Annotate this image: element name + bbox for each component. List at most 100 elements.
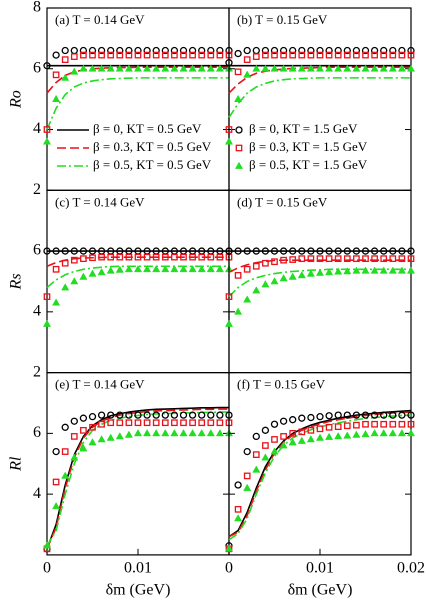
marker bbox=[398, 420, 406, 428]
marker bbox=[307, 255, 315, 263]
series-line bbox=[46, 411, 229, 547]
marker bbox=[380, 247, 388, 255]
marker bbox=[352, 64, 361, 72]
marker bbox=[397, 429, 406, 437]
marker bbox=[106, 433, 115, 441]
marker bbox=[79, 46, 88, 55]
marker bbox=[361, 266, 370, 274]
marker bbox=[371, 51, 378, 59]
marker bbox=[198, 46, 206, 55]
marker bbox=[70, 277, 79, 285]
marker bbox=[97, 46, 106, 55]
marker bbox=[234, 307, 243, 315]
marker bbox=[106, 64, 115, 72]
marker bbox=[234, 481, 242, 489]
marker bbox=[79, 444, 88, 452]
y-tick-label: 6 bbox=[33, 242, 41, 259]
series-line bbox=[228, 77, 411, 118]
marker bbox=[279, 247, 288, 255]
marker bbox=[207, 51, 215, 59]
marker bbox=[389, 247, 397, 255]
y-axis-label: Rl bbox=[8, 456, 25, 472]
x-axis-label: δm (GeV) bbox=[288, 582, 353, 599]
legend-swatch bbox=[234, 161, 244, 169]
marker bbox=[224, 319, 234, 327]
marker bbox=[70, 433, 78, 440]
marker bbox=[397, 266, 406, 274]
marker bbox=[334, 46, 342, 55]
marker bbox=[325, 46, 333, 55]
marker bbox=[270, 247, 279, 255]
marker bbox=[52, 298, 61, 306]
marker bbox=[216, 419, 224, 427]
panel-label: (b) T = 0.15 GeV bbox=[237, 12, 328, 27]
marker bbox=[398, 46, 406, 55]
marker bbox=[61, 73, 70, 81]
marker bbox=[124, 264, 133, 273]
marker bbox=[407, 411, 415, 419]
marker bbox=[261, 280, 270, 288]
series-line bbox=[46, 408, 229, 550]
panel-label: (a) T = 0.14 GeV bbox=[55, 12, 145, 27]
panel-frame bbox=[228, 189, 412, 374]
marker bbox=[89, 51, 96, 59]
marker bbox=[215, 264, 224, 273]
marker bbox=[352, 247, 361, 255]
marker bbox=[180, 253, 187, 261]
marker bbox=[52, 447, 60, 456]
marker bbox=[261, 64, 270, 72]
marker bbox=[380, 420, 388, 428]
marker bbox=[161, 253, 169, 261]
marker bbox=[271, 436, 278, 443]
marker bbox=[289, 46, 297, 55]
marker bbox=[224, 544, 234, 552]
marker bbox=[61, 46, 69, 55]
marker bbox=[406, 429, 416, 437]
marker bbox=[371, 420, 378, 428]
marker bbox=[279, 274, 288, 282]
marker bbox=[334, 64, 343, 72]
marker bbox=[289, 256, 297, 263]
y-tick-label: 4 bbox=[33, 120, 41, 137]
marker bbox=[243, 295, 252, 303]
marker bbox=[388, 429, 397, 437]
marker bbox=[389, 46, 397, 55]
marker bbox=[243, 247, 251, 255]
marker bbox=[170, 429, 179, 437]
marker bbox=[297, 436, 306, 444]
marker bbox=[353, 255, 360, 263]
marker bbox=[152, 264, 161, 273]
marker bbox=[380, 411, 388, 419]
marker bbox=[198, 51, 206, 59]
marker bbox=[252, 465, 261, 473]
marker bbox=[298, 428, 306, 436]
marker bbox=[279, 441, 288, 449]
marker bbox=[389, 255, 397, 263]
marker bbox=[389, 51, 397, 59]
y-axis-label: Ro bbox=[8, 90, 25, 109]
marker bbox=[125, 419, 133, 427]
marker bbox=[88, 46, 97, 55]
marker bbox=[134, 46, 142, 55]
marker bbox=[179, 46, 188, 55]
marker bbox=[289, 51, 297, 59]
marker bbox=[143, 419, 151, 427]
marker bbox=[198, 253, 206, 261]
marker bbox=[398, 247, 406, 255]
marker bbox=[170, 264, 179, 273]
marker bbox=[43, 62, 51, 70]
series-line bbox=[46, 406, 229, 550]
marker bbox=[261, 453, 270, 461]
marker bbox=[197, 64, 206, 72]
marker bbox=[380, 255, 388, 263]
marker bbox=[70, 67, 79, 75]
marker bbox=[161, 429, 170, 437]
marker bbox=[261, 426, 270, 434]
marker bbox=[143, 264, 152, 273]
marker bbox=[289, 430, 297, 437]
marker bbox=[116, 411, 124, 419]
marker bbox=[61, 471, 70, 479]
series-line bbox=[46, 77, 229, 130]
marker bbox=[298, 46, 306, 55]
marker bbox=[325, 412, 333, 420]
